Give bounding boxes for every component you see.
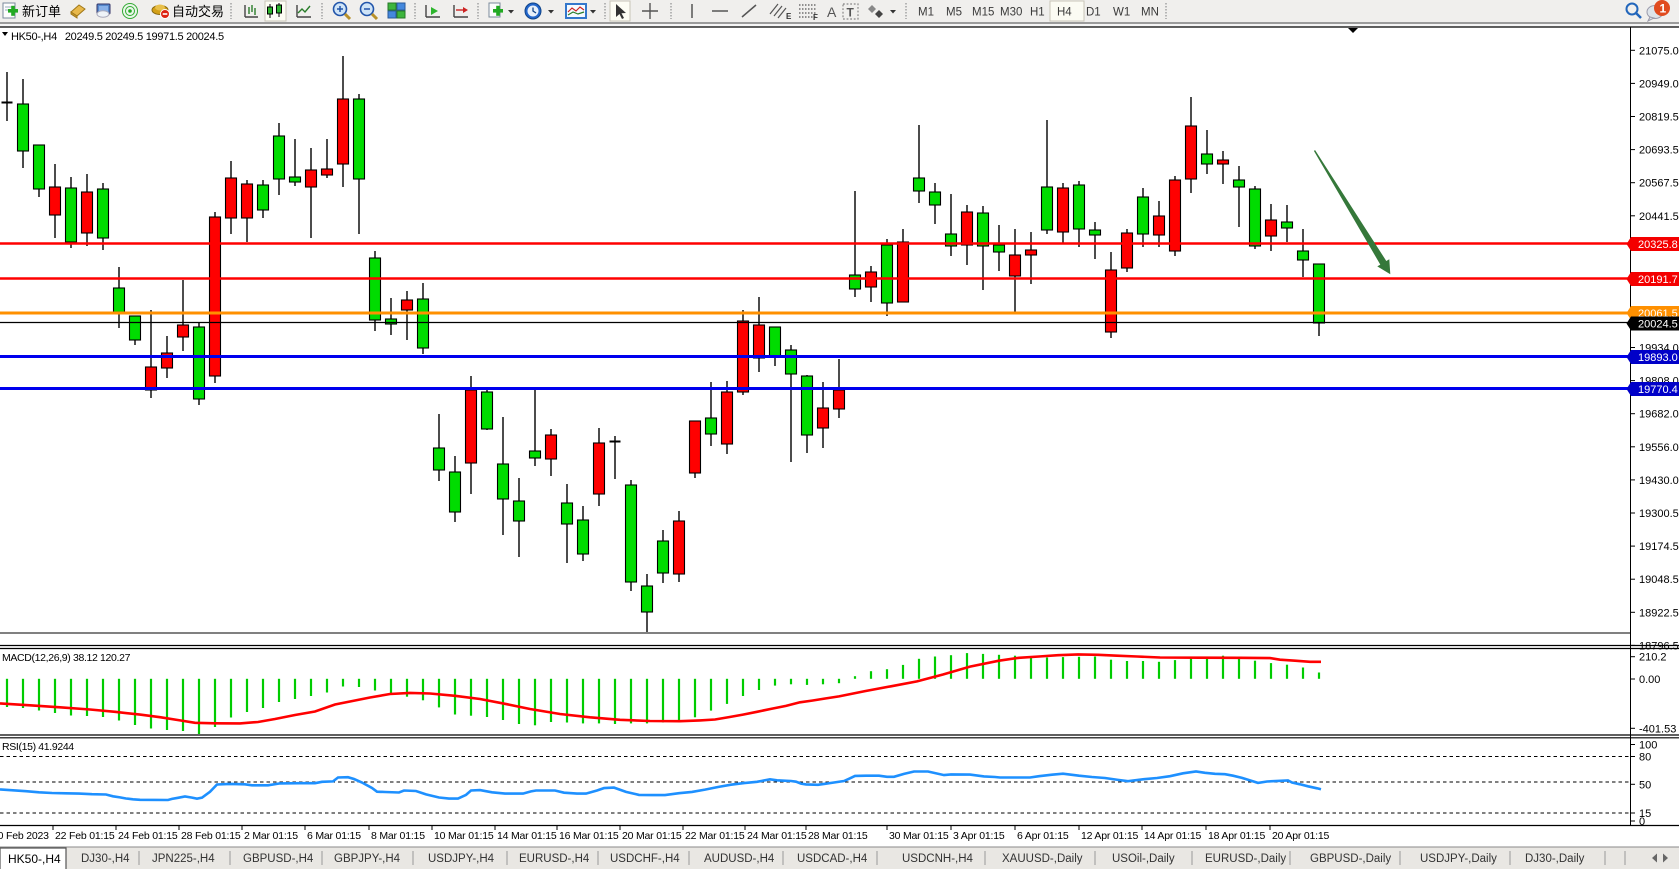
svg-text:AUDUSD-,H4: AUDUSD-,H4 (704, 853, 775, 865)
svg-text:3 Apr 01:15: 3 Apr 01:15 (953, 830, 1005, 842)
svg-text:USOil-,Daily: USOil-,Daily (1112, 853, 1175, 865)
svg-text:20 Apr 01:15: 20 Apr 01:15 (1272, 830, 1330, 842)
svg-text:20024.5: 20024.5 (1638, 319, 1678, 331)
svg-text:20441.5: 20441.5 (1639, 211, 1679, 223)
svg-text:14 Mar 01:15: 14 Mar 01:15 (497, 830, 557, 842)
svg-text:W1: W1 (1113, 7, 1130, 19)
svg-text:D1: D1 (1086, 7, 1101, 19)
svg-text:GBPJPY-,H4: GBPJPY-,H4 (334, 853, 401, 865)
svg-text:19048.5: 19048.5 (1639, 574, 1679, 586)
svg-text:30 Mar 01:15: 30 Mar 01:15 (889, 830, 949, 842)
svg-text:28 Feb 01:15: 28 Feb 01:15 (181, 830, 241, 842)
svg-text:RSI(15) 41.9244: RSI(15) 41.9244 (2, 741, 74, 753)
svg-text:19300.5: 19300.5 (1639, 508, 1679, 520)
svg-text:A: A (827, 4, 837, 20)
svg-text:EURUSD-,Daily: EURUSD-,Daily (1205, 853, 1286, 865)
svg-text:F: F (813, 13, 818, 22)
svg-text:USDJPY-,H4: USDJPY-,H4 (428, 853, 495, 865)
svg-text:HK50-,H4 20249.5 20249.5 1997: HK50-,H4 20249.5 20249.5 19971.5 20024.5 (11, 31, 224, 43)
svg-text:20 Mar 01:15: 20 Mar 01:15 (622, 830, 682, 842)
svg-text:HK50-,H4: HK50-,H4 (8, 852, 61, 866)
svg-text:100: 100 (1639, 740, 1657, 752)
svg-text:E: E (786, 12, 792, 21)
svg-text:M5: M5 (946, 7, 962, 19)
svg-text:21075.0: 21075.0 (1639, 45, 1679, 57)
svg-text:2 Mar 01:15: 2 Mar 01:15 (244, 830, 298, 842)
svg-text:新订单: 新订单 (22, 4, 61, 19)
svg-text:USDCNH-,H4: USDCNH-,H4 (902, 853, 974, 865)
svg-text:18922.5: 18922.5 (1639, 607, 1679, 619)
svg-text:MACD(12,26,9) 38.12 120.27: MACD(12,26,9) 38.12 120.27 (2, 652, 131, 664)
svg-text:USDJPY-,Daily: USDJPY-,Daily (1420, 853, 1497, 865)
svg-text:19893.0: 19893.0 (1638, 352, 1678, 364)
svg-text:20949.0: 20949.0 (1639, 78, 1679, 90)
svg-text:6 Apr 01:15: 6 Apr 01:15 (1017, 830, 1069, 842)
svg-text:0: 0 (1639, 816, 1645, 828)
svg-text:19556.0: 19556.0 (1639, 442, 1679, 454)
svg-text:12 Apr 01:15: 12 Apr 01:15 (1081, 830, 1139, 842)
svg-text:M1: M1 (918, 7, 934, 19)
svg-text:10 Mar 01:15: 10 Mar 01:15 (434, 830, 494, 842)
svg-text:EURUSD-,H4: EURUSD-,H4 (519, 853, 590, 865)
svg-text:USDCAD-,H4: USDCAD-,H4 (797, 853, 868, 865)
svg-text:H1: H1 (1030, 7, 1045, 19)
svg-text:MN: MN (1141, 7, 1159, 19)
svg-text:24 Feb 01:15: 24 Feb 01:15 (118, 830, 178, 842)
svg-text:0.00: 0.00 (1639, 674, 1660, 686)
svg-text:H4: H4 (1057, 7, 1072, 19)
svg-text:-401.53: -401.53 (1639, 723, 1676, 735)
svg-text:6 Mar 01:15: 6 Mar 01:15 (307, 830, 361, 842)
svg-text:DJ30-,H4: DJ30-,H4 (81, 853, 130, 865)
svg-text:20693.5: 20693.5 (1639, 145, 1679, 157)
svg-text:19770.4: 19770.4 (1638, 384, 1678, 396)
svg-text:210.2: 210.2 (1639, 652, 1667, 664)
svg-text:28 Mar 01:15: 28 Mar 01:15 (808, 830, 868, 842)
svg-text:20 Feb 2023: 20 Feb 2023 (0, 830, 49, 842)
svg-text:GBPUSD-,H4: GBPUSD-,H4 (243, 853, 314, 865)
svg-text:T: T (847, 6, 855, 20)
svg-text:18 Apr 01:15: 18 Apr 01:15 (1208, 830, 1266, 842)
svg-text:80: 80 (1639, 752, 1651, 764)
svg-text:50: 50 (1639, 779, 1651, 791)
svg-text:19682.0: 19682.0 (1639, 409, 1679, 421)
svg-text:20191.7: 20191.7 (1638, 274, 1678, 286)
svg-text:19430.0: 19430.0 (1639, 475, 1679, 487)
svg-text:M15: M15 (972, 7, 994, 19)
svg-text:JPN225-,H4: JPN225-,H4 (152, 853, 215, 865)
svg-text:14 Apr 01:15: 14 Apr 01:15 (1144, 830, 1202, 842)
svg-text:22 Mar 01:15: 22 Mar 01:15 (685, 830, 745, 842)
svg-text:自动交易: 自动交易 (172, 4, 224, 19)
svg-text:8 Mar 01:15: 8 Mar 01:15 (371, 830, 425, 842)
svg-text:20325.8: 20325.8 (1638, 239, 1678, 251)
svg-text:18796.5: 18796.5 (1639, 640, 1679, 652)
svg-text:DJ30-,Daily: DJ30-,Daily (1525, 853, 1585, 865)
svg-text:1: 1 (1660, 2, 1667, 16)
svg-text:GBPUSD-,Daily: GBPUSD-,Daily (1310, 853, 1391, 865)
svg-text:20567.5: 20567.5 (1639, 178, 1679, 190)
svg-text:15: 15 (1639, 808, 1651, 820)
svg-text:USDCHF-,H4: USDCHF-,H4 (610, 853, 680, 865)
svg-text:22 Feb 01:15: 22 Feb 01:15 (55, 830, 115, 842)
svg-text:16 Mar 01:15: 16 Mar 01:15 (559, 830, 619, 842)
svg-text:20819.5: 20819.5 (1639, 112, 1679, 124)
svg-text:XAUUSD-,Daily: XAUUSD-,Daily (1002, 853, 1083, 865)
svg-text:M30: M30 (1000, 7, 1022, 19)
svg-text:19174.5: 19174.5 (1639, 541, 1679, 553)
svg-text:24 Mar 01:15: 24 Mar 01:15 (747, 830, 807, 842)
